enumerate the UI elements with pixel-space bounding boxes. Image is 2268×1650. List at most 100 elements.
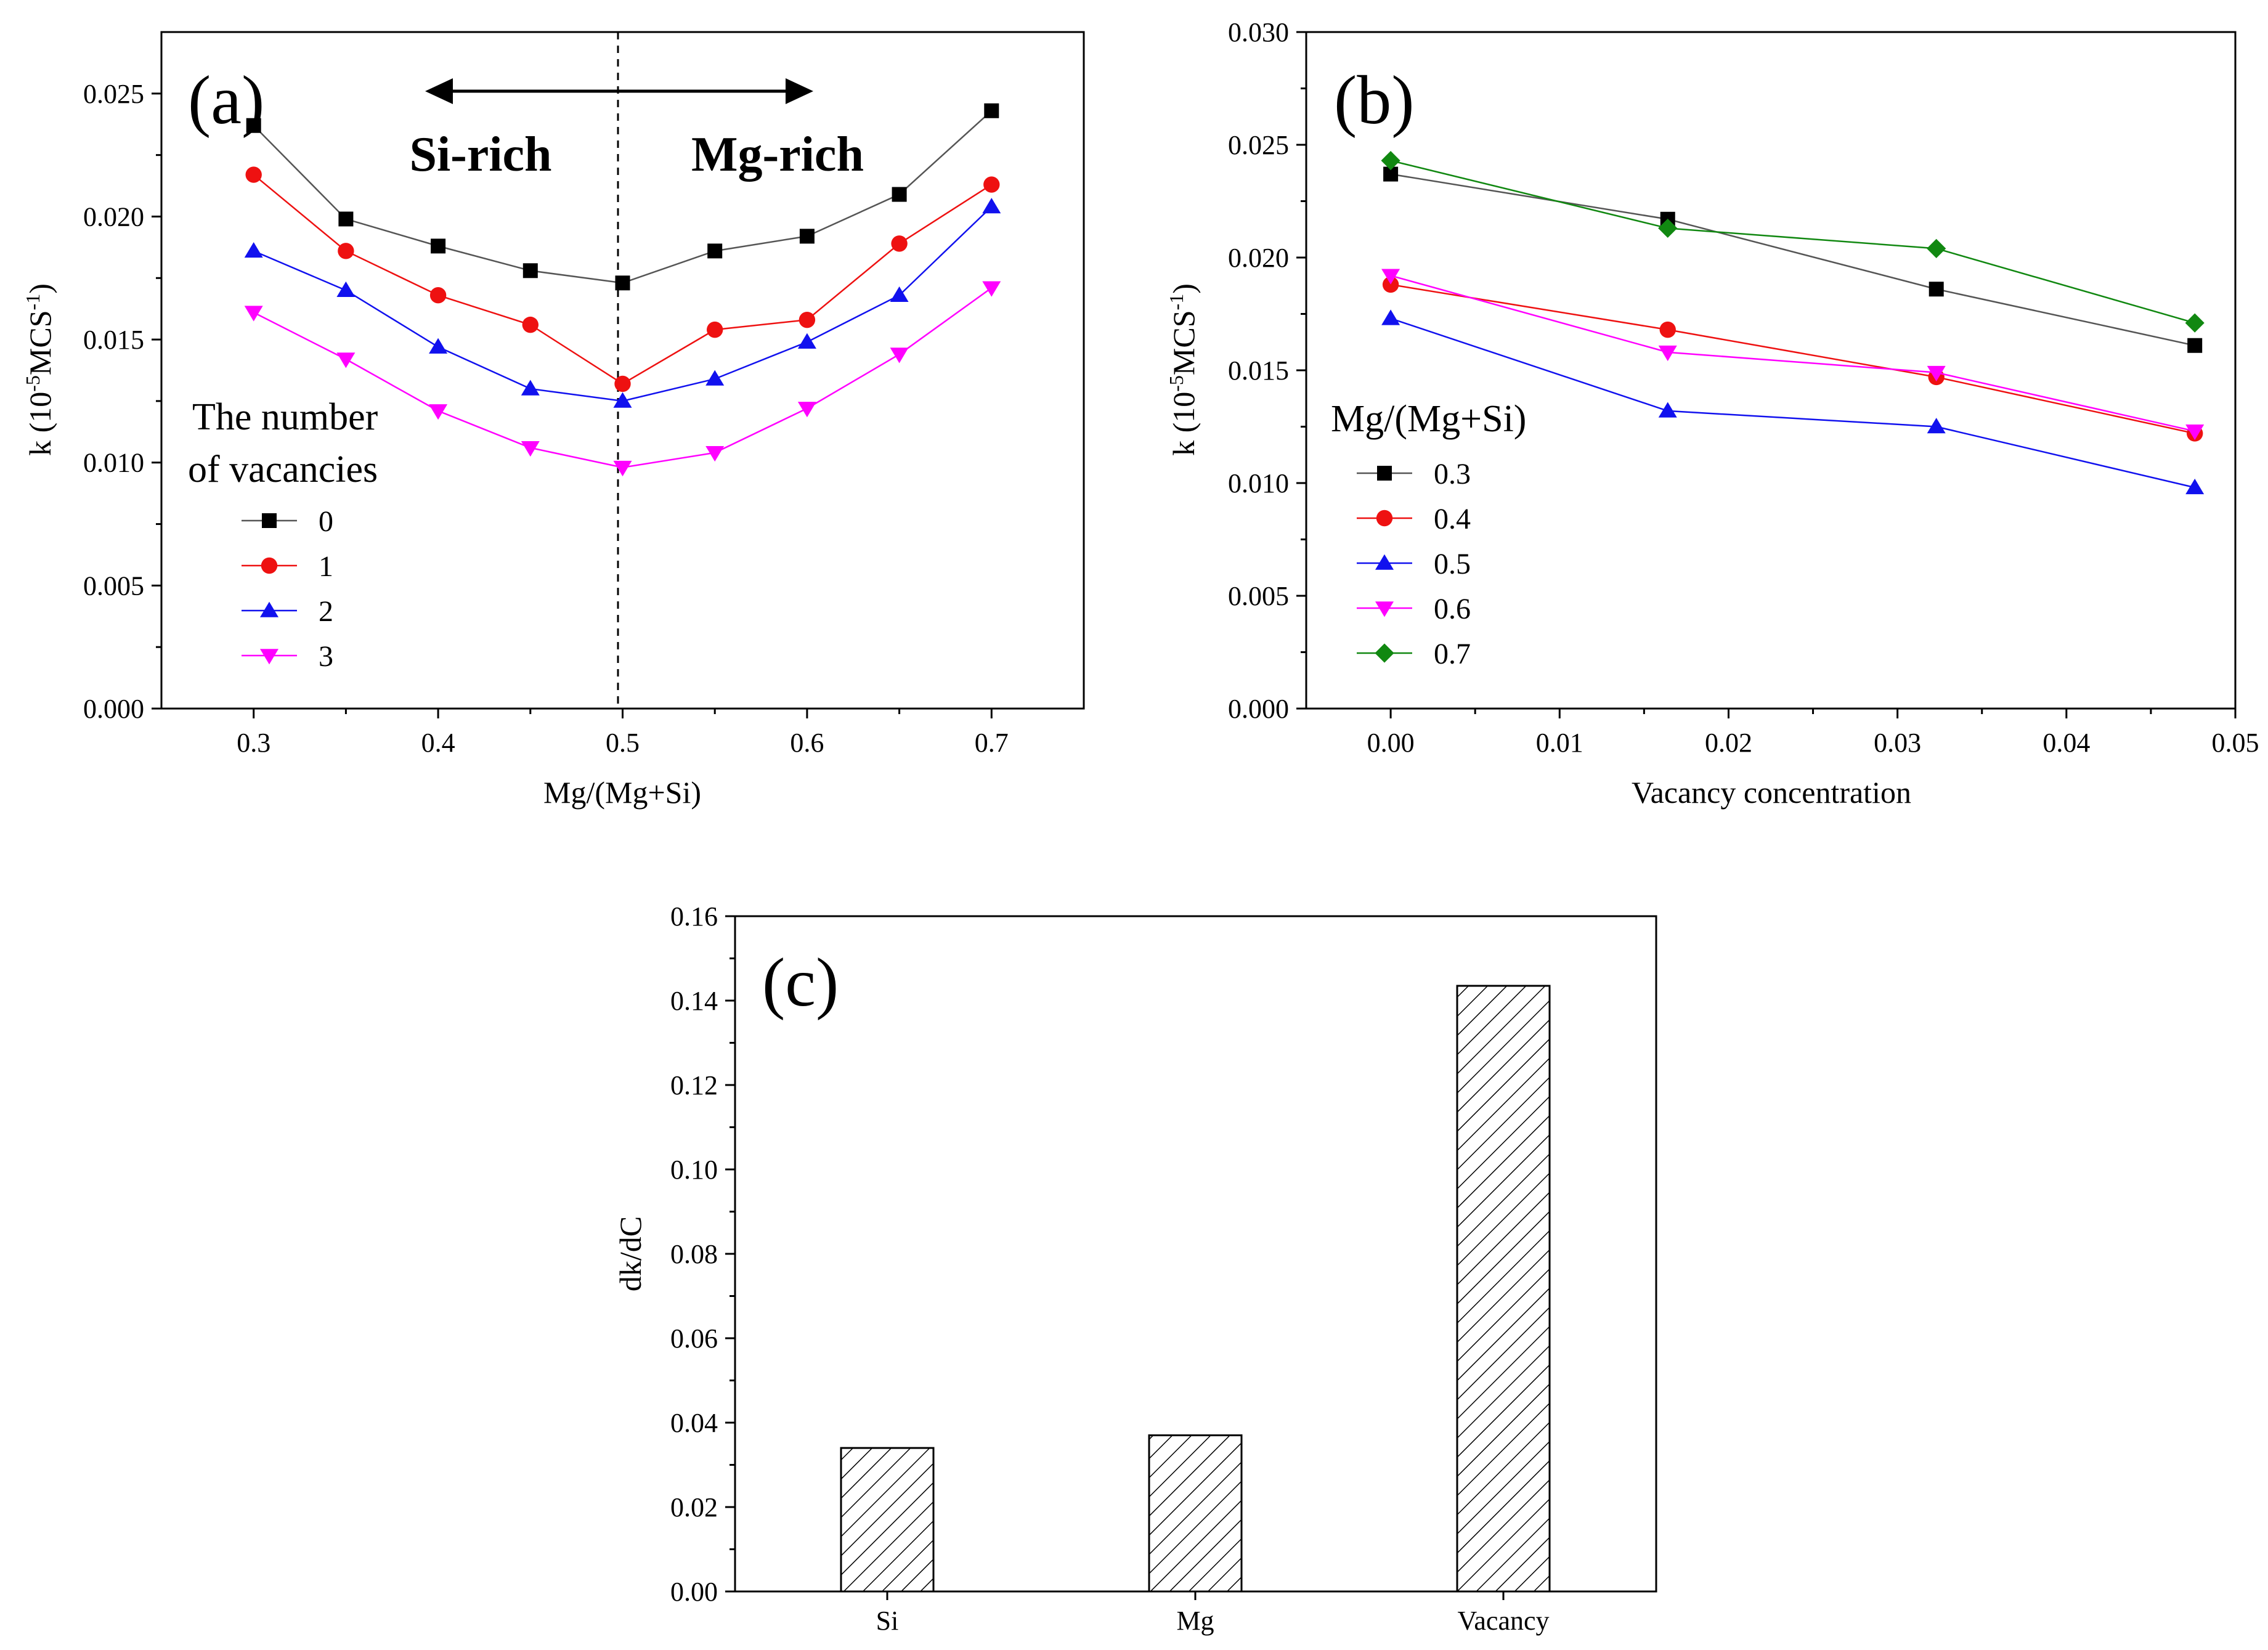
panel-c-bar-mg bbox=[1148, 1434, 1243, 1593]
panel-a-legend-marker-2 bbox=[260, 601, 278, 617]
panel-a-ytick-label: 0.005 bbox=[83, 571, 144, 601]
panel-a-ytick-label: 0.010 bbox=[83, 448, 144, 478]
panel-a-data-point-0 bbox=[799, 229, 815, 244]
panel-a-series-line-2 bbox=[253, 206, 993, 402]
panel-a-data-point-0 bbox=[338, 211, 354, 227]
panel-c-ytick-label: 0.16 bbox=[670, 901, 718, 932]
panel-a-data-point-0 bbox=[615, 275, 630, 291]
panel-a-ylabel: k (10-5MCS-1) bbox=[22, 283, 57, 456]
panel-a-xtick-label: 0.5 bbox=[606, 728, 640, 758]
panel-a-data-point-3 bbox=[890, 347, 909, 364]
panel-b: (b) 0.00 0.01 0.02 0.03 0.04 0.05 0.000 0.005 0… bbox=[1165, 17, 2259, 810]
panel-a-ytick-label: 0.020 bbox=[83, 201, 144, 232]
panel-a-data-point-3 bbox=[982, 281, 1001, 297]
panel-b-data-point-0.4 bbox=[1382, 276, 1399, 293]
arrow-right-head bbox=[786, 78, 813, 104]
panel-b-xlabel: Vacancy concentration bbox=[1632, 775, 1911, 810]
panel-a-legend-marker-0 bbox=[262, 513, 277, 528]
panel-a-xtick-label: 0.4 bbox=[421, 728, 455, 758]
panel-a-legend-label-1: 1 bbox=[319, 550, 333, 583]
panel-c-ytick-label: 0.14 bbox=[670, 986, 718, 1016]
panel-b-data-point-0.7 bbox=[1381, 151, 1400, 171]
ylabel-a-mid: MCS bbox=[23, 310, 57, 375]
ylabel-a-end: ) bbox=[23, 283, 57, 294]
panel-b-series-line-0.5 bbox=[1390, 317, 2195, 489]
panel-a-legend-label-3: 3 bbox=[319, 640, 333, 673]
panel-b-xtick-label: 0.02 bbox=[1705, 728, 1752, 758]
panel-b-legend-marker-0.7 bbox=[1375, 643, 1394, 663]
mg-rich-label: Mg-rich bbox=[691, 128, 864, 182]
panel-a-frame bbox=[160, 31, 1085, 710]
panel-a-data-point-1 bbox=[799, 311, 816, 328]
panel-b-ytick-label: 0.020 bbox=[1228, 243, 1289, 273]
panel-b-series-line-0.3 bbox=[1390, 173, 2195, 346]
panel-b-legend-marker-0.4 bbox=[1376, 510, 1393, 527]
ylabel-b-sup2: -1 bbox=[1165, 294, 1187, 311]
panel-a-data-point-2 bbox=[982, 198, 1001, 214]
panel-b-data-point-0.7 bbox=[1927, 238, 1946, 258]
ylabel-b-mid: MCS bbox=[1166, 310, 1201, 375]
ylabel-a-sup2: -1 bbox=[22, 294, 44, 311]
panel-c-xtick-label: Si bbox=[876, 1606, 899, 1636]
panel-c-ytick-label: 0.12 bbox=[670, 1070, 718, 1100]
panel-b-xtick-label: 0.03 bbox=[1874, 728, 1921, 758]
panel-c-ytick-label: 0.10 bbox=[670, 1155, 718, 1185]
panel-a-data-point-2 bbox=[890, 286, 909, 303]
panel-b-legend-marker-0.3 bbox=[1377, 466, 1392, 481]
panel-a-ytick-label: 0.000 bbox=[83, 694, 144, 724]
panel-a-data-point-1 bbox=[429, 287, 447, 304]
panel-b-legend-label-0.5: 0.5 bbox=[1434, 548, 1471, 580]
panel-a-data-point-2 bbox=[705, 370, 725, 386]
panel-a-data-point-3 bbox=[429, 404, 448, 420]
panel-c-ytick-label: 0.00 bbox=[670, 1577, 718, 1607]
panel-b-ytick-label: 0.005 bbox=[1228, 581, 1289, 611]
panel-c-ytick-label: 0.06 bbox=[670, 1323, 718, 1354]
panel-b-xtick-label: 0.01 bbox=[1536, 728, 1583, 758]
panel-b-ytick-label: 0.000 bbox=[1228, 694, 1289, 724]
panel-b-ylabel: k (10-5MCS-1) bbox=[1165, 283, 1201, 456]
panel-b-label: (b) bbox=[1334, 62, 1415, 139]
panel-a-data-point-3 bbox=[797, 402, 816, 418]
panel-b-ytick-label: 0.010 bbox=[1228, 468, 1289, 498]
panel-b-data-point-0.5 bbox=[1381, 309, 1400, 325]
panel-b-legend-marker-0.5 bbox=[1375, 554, 1394, 570]
panel-a-data-point-2 bbox=[613, 392, 632, 408]
panel-a-xlabel: Mg/(Mg+Si) bbox=[543, 775, 701, 810]
panel-a-legend-marker-1 bbox=[261, 557, 278, 574]
panel-a-data-point-1 bbox=[245, 166, 262, 183]
arrow-left-head bbox=[425, 78, 453, 104]
panel-a-data-point-3 bbox=[521, 441, 540, 457]
panel-c-ytick-label: 0.04 bbox=[670, 1408, 718, 1438]
ylabel-b-main: k (10 bbox=[1166, 392, 1201, 456]
panel-b-data-point-0.7 bbox=[2185, 313, 2205, 333]
panel-b-series-line-0.4 bbox=[1390, 283, 2195, 434]
panel-a-data-point-2 bbox=[244, 242, 263, 258]
panel-c-label: (c) bbox=[762, 945, 839, 1021]
panel-c-ytick-label: 0.02 bbox=[670, 1492, 718, 1522]
ylabel-a-sup1: -5 bbox=[22, 375, 44, 392]
panel-b-ytick-label: 0.030 bbox=[1228, 17, 1289, 47]
panel-a-data-point-3 bbox=[336, 352, 356, 368]
panel-a-series-line-0 bbox=[253, 110, 993, 284]
panel-a-ytick-label: 0.025 bbox=[83, 79, 144, 109]
panel-b-xtick-label: 0.00 bbox=[1367, 728, 1415, 758]
panel-b-series-line-0.6 bbox=[1390, 275, 2195, 433]
panel-a-data-point-2 bbox=[336, 281, 356, 298]
legend-a-title-line1: The number bbox=[192, 396, 378, 438]
panel-b-data-point-0.6 bbox=[1927, 365, 1946, 382]
panel-a-data-point-2 bbox=[797, 333, 816, 349]
panel-b-data-point-0.3 bbox=[2187, 338, 2203, 353]
panel-a-data-point-1 bbox=[891, 235, 908, 252]
panel-b-data-point-0.5 bbox=[1658, 402, 1677, 418]
panel-b-data-point-0.6 bbox=[1658, 345, 1677, 362]
panel-a-data-point-0 bbox=[707, 243, 723, 259]
panel-c-xtick-label: Mg bbox=[1176, 1606, 1214, 1636]
panel-b-ytick-label: 0.025 bbox=[1228, 130, 1289, 160]
panel-a-data-point-2 bbox=[429, 338, 448, 354]
panel-a-xtick-label: 0.6 bbox=[790, 728, 824, 758]
panel-b-data-point-0.3 bbox=[1929, 282, 1944, 297]
legend-b-title: Mg/(Mg+Si) bbox=[1331, 398, 1526, 440]
panel-a-data-point-0 bbox=[984, 103, 999, 118]
panel-b-xtick-label: 0.05 bbox=[2212, 728, 2259, 758]
panel-a-ytick-label: 0.015 bbox=[83, 325, 144, 355]
